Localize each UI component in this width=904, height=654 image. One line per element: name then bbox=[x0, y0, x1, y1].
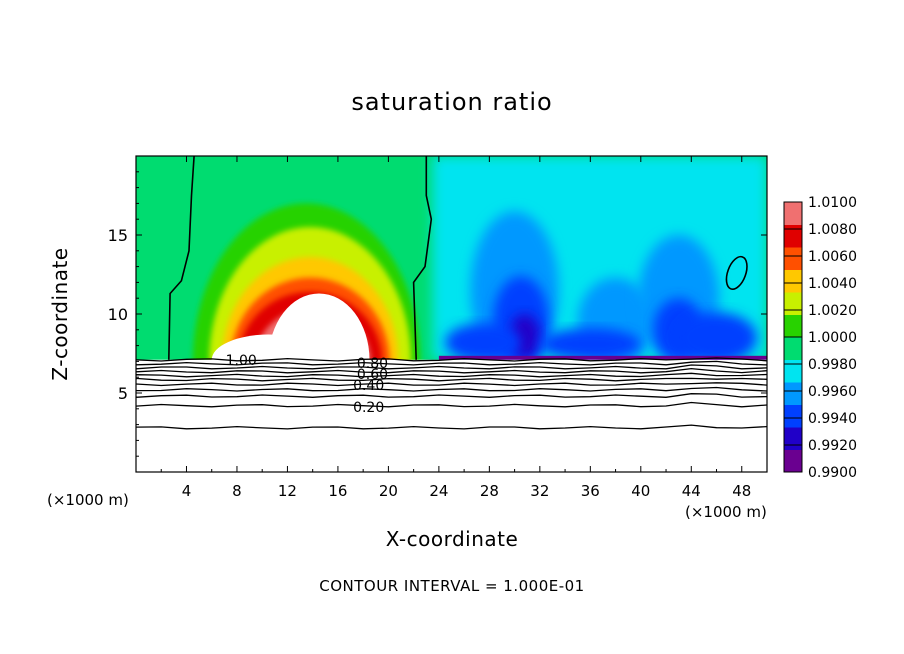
contour-labels: 1.00 0.800.600.40 0.20 bbox=[226, 353, 388, 416]
colorbar-label-0: 0.9900 bbox=[808, 465, 857, 481]
colorbar-label-1: 0.9920 bbox=[808, 438, 857, 454]
contour-interval-note: CONTOUR INTERVAL = 1.000E-01 bbox=[319, 577, 585, 595]
y-axis-label: Z-coordinate bbox=[48, 247, 72, 381]
x-tick-label-28: 28 bbox=[480, 482, 499, 500]
field-blob-blue-8 bbox=[539, 328, 641, 360]
contour-line-7 bbox=[136, 386, 767, 392]
contour-line-4 bbox=[136, 372, 767, 378]
colorbar-label-10: 1.0100 bbox=[808, 195, 857, 211]
contour-line-2 bbox=[136, 364, 767, 370]
colorbar-label-8: 1.0060 bbox=[808, 249, 857, 265]
y-tick-label-10: 10 bbox=[108, 305, 128, 324]
colorbar-label-7: 1.0040 bbox=[808, 276, 857, 292]
colorbar-swatch-8 bbox=[784, 269, 802, 293]
colorbar-swatch-3 bbox=[784, 382, 802, 405]
contour-boundary-right bbox=[412, 156, 433, 360]
contour-label-1: 0.80 bbox=[357, 356, 388, 372]
y-tick-label-5: 5 bbox=[118, 384, 128, 403]
field-fringe bbox=[438, 355, 767, 360]
contour-line-9 bbox=[136, 401, 767, 408]
contour-line-0 bbox=[136, 357, 767, 362]
x-tick-label-20: 20 bbox=[379, 482, 398, 500]
colorbar-label-3: 0.9960 bbox=[808, 384, 857, 400]
colorbar-swatch-5 bbox=[784, 337, 802, 360]
chart-title: saturation ratio bbox=[351, 88, 553, 116]
colorbar-swatch-10 bbox=[784, 224, 802, 248]
colorbar: 0.9900 0.9920 0.9940 0.9960 0.9980 1.0000 1.00… bbox=[783, 195, 857, 481]
contour-line-6 bbox=[136, 382, 767, 387]
contour-line-8 bbox=[136, 393, 767, 398]
x-tick-label-8: 8 bbox=[232, 482, 242, 500]
x-tick-label-24: 24 bbox=[429, 482, 448, 500]
x-tick-label-12: 12 bbox=[278, 482, 297, 500]
x-tick-label-48: 48 bbox=[732, 482, 751, 500]
contour-line-3 bbox=[136, 367, 767, 374]
contour-label-4: 0.20 bbox=[353, 400, 384, 416]
contour-label-3: 0.40 bbox=[353, 378, 384, 394]
contour-line-5 bbox=[136, 377, 767, 382]
plot-area bbox=[136, 156, 767, 472]
colorbar-swatch-11 bbox=[784, 202, 802, 225]
contour-line-10 bbox=[136, 424, 767, 430]
x-tick-label-36: 36 bbox=[581, 482, 600, 500]
colorbar-swatch-7 bbox=[784, 292, 802, 315]
contour-label-2: 0.60 bbox=[357, 367, 388, 383]
contour-line-1 bbox=[136, 360, 767, 366]
colorbar-swatch-4 bbox=[784, 359, 802, 383]
colorbar-swatch-6 bbox=[784, 314, 802, 338]
contour-boundary-small bbox=[725, 255, 748, 290]
colorbar-swatch-1 bbox=[784, 427, 802, 450]
y-tick-label-15: 15 bbox=[108, 226, 128, 245]
colorbar-label-4: 0.9980 bbox=[808, 357, 857, 373]
colorbar-swatch-0 bbox=[784, 449, 802, 473]
field-blob-blue-6 bbox=[676, 312, 757, 363]
colorbar-label-5: 1.0000 bbox=[808, 330, 857, 346]
x-unit-label-left: (×1000 m) bbox=[47, 491, 129, 509]
contour-lines bbox=[136, 156, 767, 430]
x-tick-label-40: 40 bbox=[631, 482, 650, 500]
saturation-field bbox=[136, 156, 767, 472]
x-tick-label-4: 4 bbox=[182, 482, 192, 500]
colorbar-swatch-9 bbox=[784, 247, 802, 270]
x-axis-label: X-coordinate bbox=[385, 527, 519, 551]
colorbar-label-6: 1.0020 bbox=[808, 303, 857, 319]
x-tick-label-44: 44 bbox=[682, 482, 701, 500]
colorbar-swatch-2 bbox=[784, 404, 802, 428]
field-blob-blue-7 bbox=[445, 323, 521, 362]
x-tick-label-16: 16 bbox=[328, 482, 347, 500]
colorbar-label-9: 1.0080 bbox=[808, 222, 857, 238]
contour-label-0: 1.00 bbox=[226, 353, 257, 369]
contour-boundary-left bbox=[168, 156, 195, 360]
x-unit-label-right: (×1000 m) bbox=[685, 503, 767, 521]
colorbar-label-2: 0.9940 bbox=[808, 411, 857, 427]
x-tick-label-32: 32 bbox=[530, 482, 549, 500]
